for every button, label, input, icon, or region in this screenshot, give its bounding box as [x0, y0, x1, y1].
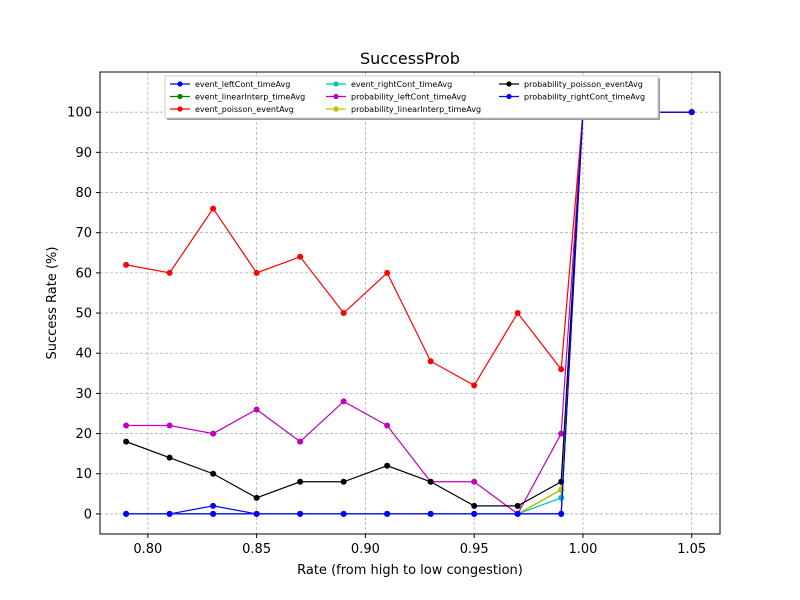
plot-area: [100, 72, 720, 534]
legend-item: event_rightCont_timeAvg: [326, 80, 452, 89]
legend-label: event_rightCont_timeAvg: [351, 80, 452, 89]
legend-label: event_linearInterp_timeAvg: [195, 93, 305, 102]
data-point: [558, 494, 565, 501]
x-tick-label: 0.80: [133, 542, 162, 557]
y-tick-label: 0: [84, 507, 92, 522]
data-point: [253, 510, 260, 517]
tick-layer: 0.80 0.85 0.90 0.95 1.00 1.05 0 10 20 30 40 50 60 70 8…: [67, 106, 706, 557]
legend-marker: [333, 106, 339, 112]
legend: event_leftCont_timeAvg event_linearInterp…: [164, 75, 660, 120]
legend-marker: [506, 93, 512, 100]
legend-label: probability_leftCont_timeAvg: [351, 93, 466, 102]
y-tick-label: 100: [67, 106, 92, 121]
data-point: [297, 478, 304, 485]
data-point: [558, 510, 565, 517]
data-point: [253, 406, 260, 413]
data-point: [340, 398, 347, 405]
y-tick-label: 70: [75, 226, 92, 241]
data-point: [253, 494, 260, 501]
data-point: [514, 502, 521, 509]
x-tick-label: 0.95: [460, 542, 489, 557]
data-point: [166, 510, 173, 517]
data-point: [297, 510, 304, 517]
data-point: [340, 478, 347, 485]
legend-marker: [177, 93, 183, 100]
legend-marker: [333, 81, 339, 87]
data-point: [688, 109, 695, 116]
legend-item: probability_leftCont_timeAvg: [326, 93, 466, 102]
series-probability_rightCont_timeAvg: [123, 109, 695, 517]
data-point: [340, 510, 347, 517]
x-axis-label: Rate (from high to low congestion): [297, 563, 523, 578]
x-tick-label: 0.85: [242, 542, 271, 557]
legend-marker: [177, 106, 183, 112]
legend-item: event_linearInterp_timeAvg: [170, 93, 305, 102]
legend-item: probability_poisson_eventAvg: [499, 80, 643, 89]
chart-title: SuccessProb: [360, 49, 460, 68]
data-point: [166, 454, 173, 461]
data-point: [297, 438, 304, 445]
legend-label: probability_rightCont_timeAvg: [524, 93, 645, 102]
data-point: [210, 510, 217, 517]
data-point: [514, 510, 521, 517]
y-tick-label: 30: [75, 387, 92, 402]
legend-marker: [506, 81, 512, 87]
data-point: [340, 310, 347, 317]
data-point: [471, 502, 478, 509]
data-point: [558, 486, 565, 493]
data-point: [384, 462, 391, 469]
y-tick-label: 20: [75, 427, 92, 442]
x-tick-label: 1.05: [677, 542, 706, 557]
series-layer: [123, 109, 695, 517]
plot-frame: [99, 71, 721, 535]
data-point: [427, 358, 434, 365]
data-point: [471, 478, 478, 485]
data-point: [166, 422, 173, 429]
legend-box: [164, 75, 659, 119]
legend-label: probability_linearInterp_timeAvg: [351, 105, 481, 114]
data-point: [123, 261, 130, 268]
y-tick-label: 50: [75, 307, 92, 322]
x-tick-label: 1.00: [568, 542, 597, 557]
legend-label: event_poisson_eventAvg: [195, 105, 294, 114]
data-point: [384, 510, 391, 517]
data-point: [166, 269, 173, 276]
legend-marker: [177, 81, 183, 87]
data-point: [123, 422, 130, 429]
data-point: [471, 382, 478, 389]
y-tick-label: 10: [75, 467, 92, 482]
legend-label: event_leftCont_timeAvg: [195, 80, 290, 89]
data-point: [253, 269, 260, 276]
data-point: [558, 366, 565, 373]
x-tick-label: 0.90: [351, 542, 380, 557]
data-point: [384, 269, 391, 276]
legend-item: event_poisson_eventAvg: [170, 105, 294, 114]
data-point: [210, 205, 217, 212]
data-point: [210, 430, 217, 437]
data-point: [514, 310, 521, 317]
data-point: [123, 510, 130, 517]
data-point: [210, 502, 217, 509]
legend-item: probability_linearInterp_timeAvg: [326, 105, 481, 114]
data-point: [471, 510, 478, 517]
y-tick-label: 40: [75, 347, 92, 362]
legend-item: event_leftCont_timeAvg: [170, 80, 290, 89]
legend-item: probability_rightCont_timeAvg: [499, 93, 645, 102]
y-tick-label: 60: [75, 266, 92, 281]
data-point: [384, 422, 391, 429]
y-axis-label: Success Rate (%): [45, 247, 60, 360]
legend-label: probability_poisson_eventAvg: [524, 80, 643, 89]
data-point: [210, 470, 217, 477]
data-point: [427, 478, 434, 485]
y-tick-label: 80: [75, 186, 92, 201]
legend-marker: [333, 93, 339, 100]
data-point: [123, 438, 130, 445]
data-point: [427, 510, 434, 517]
data-point: [558, 430, 565, 437]
data-point: [297, 253, 304, 260]
y-tick-label: 90: [75, 146, 92, 161]
